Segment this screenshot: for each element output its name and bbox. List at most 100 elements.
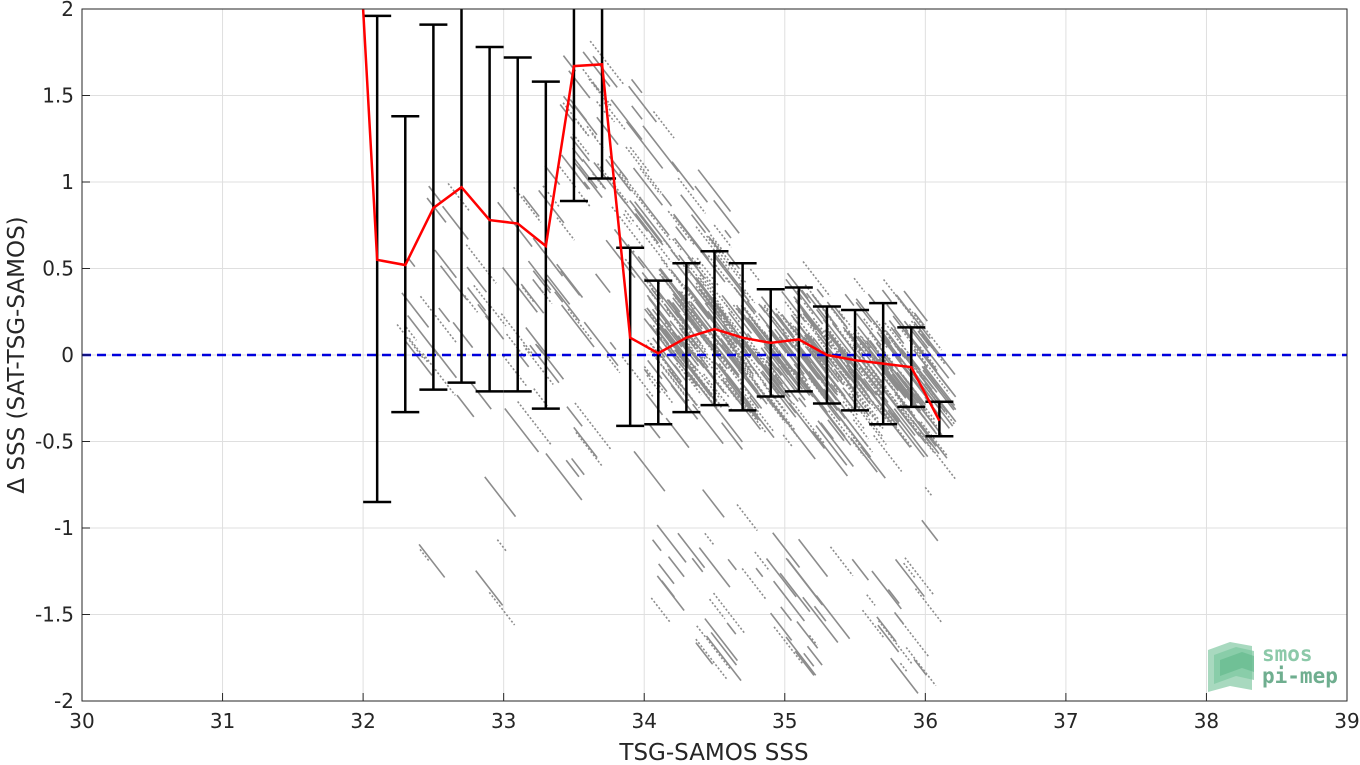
scatter-point [802,596,839,643]
scatter-point [797,310,821,340]
scatter-point [759,361,794,404]
scatter-point [906,388,919,404]
scatter-point [861,447,886,479]
scatter-point [736,308,762,341]
scatter-point [733,286,755,314]
scatter-point [769,612,793,641]
scatter-point [892,315,920,350]
scatter-point [693,365,710,386]
x-tick-label: 37 [1053,709,1078,733]
scatter-point [405,326,418,341]
scatter-point [815,308,851,354]
scatter-point [683,341,705,369]
scatter-point [465,244,497,284]
scatter-point [721,294,753,334]
scatter-point [556,263,584,298]
scatter-point [894,558,925,598]
scatter-point [887,409,925,458]
scatter-point [505,333,525,358]
scatter-point [763,330,784,357]
scatter-point [663,358,674,372]
scatter-point [655,329,669,346]
scatter-point [562,102,591,138]
x-tick-label: 30 [69,709,94,733]
scatter-point [408,337,429,363]
scatter-point [466,266,488,293]
scatter-point [418,543,446,578]
scatter-point [629,199,663,243]
scatter-point [746,300,757,313]
scatter-point [705,635,742,682]
scatter-point [536,344,565,380]
scatter-point [673,364,681,373]
scatter-point [812,430,849,477]
scatter-point [500,313,535,357]
scatter-point [606,355,621,374]
scatter-point [632,167,664,206]
scatter-point [723,357,740,378]
scatter-point [641,271,664,300]
scatter-point [594,273,611,294]
scatter-point [707,235,722,254]
scatter-point [661,193,673,207]
y-tick-label: 1.5 [42,84,74,108]
scatter-point [502,266,538,313]
scatter-point [666,308,704,357]
scatter-point [635,224,669,266]
scatter-point [544,165,561,186]
scatter-point [827,404,841,422]
scatter-point [774,374,784,385]
scatter-point [674,349,712,397]
scatter-point [776,367,796,392]
scatter-point [896,371,912,391]
scatter-point [654,307,692,355]
scatter-point [765,558,797,598]
scatter-point [648,423,661,439]
y-tick-label: -1.5 [35,603,74,627]
scatter-point [828,410,865,457]
scatter-point [890,657,919,694]
scatter-point [698,547,731,588]
scatter-point [822,388,836,404]
scatter-point [846,364,860,381]
scatter-point [908,356,935,390]
scatter-point [815,424,848,466]
scatter-point [650,597,672,624]
scatter-point [662,365,689,399]
scatter-point [403,339,433,376]
scatter-point [808,390,846,438]
scatter-point [650,235,672,263]
scatter-point [768,368,789,394]
scatter-point [890,326,905,345]
scatter-point [705,336,715,347]
scatter-point [431,346,458,379]
scatter-point [504,408,540,453]
scatter-point [593,162,627,205]
scatter-point [775,313,784,323]
scatter-point [855,301,873,323]
x-tick-label: 33 [491,709,516,733]
scatter-point [625,121,664,169]
scatter-point [722,328,734,343]
scatter-point [538,287,553,305]
scatter-point [835,352,867,393]
scatter-point [919,346,938,370]
scatter-point [674,261,709,306]
scatter-point [475,570,504,606]
scatter-point [749,268,761,282]
scatter-point [583,181,591,190]
scatter-point [629,146,651,173]
scatter-point [764,370,786,396]
scatter-point [634,208,664,246]
scatter-point [419,295,457,344]
scatter-point [700,353,738,401]
scatter-point [466,287,487,312]
scatter-point [797,336,809,350]
scatter-point [678,381,700,409]
scatter-point [426,197,447,223]
scatter-point [921,519,939,542]
scatter-point [647,339,683,385]
scatter-point [703,293,723,318]
scatter-point [799,352,838,401]
scatter-point [846,373,871,405]
